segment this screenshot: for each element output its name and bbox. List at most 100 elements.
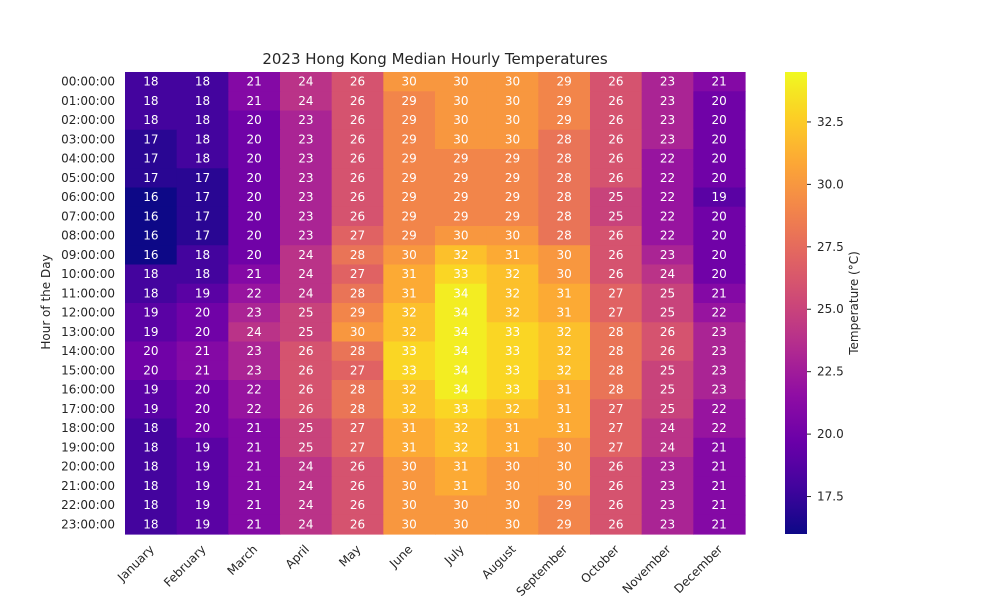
cell-value-label: 29 [402,190,417,204]
heatmap-cell [641,187,694,208]
cell-value-label: 20 [143,363,158,377]
cell-value-label: 28 [557,190,572,204]
cell-value-label: 30 [557,440,572,454]
heatmap-cell [486,283,539,304]
heatmap-cell [486,226,539,246]
heatmap-cell [125,476,178,497]
cell-value-label: 19 [195,286,210,300]
cell-value-label: 29 [402,229,417,243]
cell-value-label: 26 [350,132,365,146]
heatmap-cell [228,341,281,362]
cell-value-label: 22 [247,402,262,416]
heatmap-cell [538,322,591,343]
heatmap-cell [538,129,591,150]
heatmap-cell [590,303,643,323]
cell-value-label: 23 [660,113,675,127]
heatmap-cell [383,476,436,497]
y-tick-label: 07:00:00 [61,209,115,223]
heatmap-cell [228,149,281,169]
cell-value-label: 30 [453,229,468,243]
heatmap-cell [435,303,488,323]
cell-value-label: 32 [402,306,417,320]
cell-value-label: 30 [402,479,417,493]
heatmap-cell [435,341,488,362]
cell-value-label: 28 [608,325,623,339]
cell-value-label: 23 [712,344,727,358]
cell-value-label: 21 [247,75,262,89]
cell-value-label: 29 [505,190,520,204]
heatmap-cell [693,514,746,535]
heatmap-cell [693,303,746,323]
cell-value-label: 18 [143,517,158,531]
heatmap-cell-labels: 18 18 21 24 26 30 30 30 29 26 23 21 18 18 21 24 26 29 30 30… [143,75,727,532]
heatmap-cell [176,303,229,323]
cell-value-label: 31 [402,421,417,435]
heatmap-cell [590,514,643,535]
cell-value-label: 29 [350,306,365,320]
heatmap-cell [331,149,384,169]
heatmap-cell [590,457,643,477]
heatmap-cell [176,110,229,131]
cell-value-label: 17 [195,209,210,223]
cell-value-label: 26 [350,113,365,127]
cell-value-label: 20 [712,132,727,146]
heatmap-cell [590,341,643,362]
y-tick-labels: 00:00:00 01:00:00 02:00:00 03:00:00 04:00:00… [61,75,115,532]
cell-value-label: 30 [453,113,468,127]
heatmap-cell [228,457,281,477]
heatmap-cell [435,187,488,208]
cell-value-label: 26 [608,267,623,281]
heatmap-cell [280,380,333,400]
heatmap-cell [435,360,488,381]
heatmap-cell [641,514,694,535]
y-tick-label: 10:00:00 [61,267,115,281]
heatmap-cell [435,283,488,304]
cell-value-label: 17 [195,229,210,243]
cell-value-label: 22 [660,209,675,223]
cell-value-label: 19 [712,190,727,204]
cell-value-label: 16 [143,209,158,223]
cell-value-label: 18 [143,498,158,512]
heatmap-cell [538,514,591,535]
heatmap-cell [590,245,643,266]
cell-value-label: 28 [350,344,365,358]
heatmap-cell [641,264,694,285]
cell-value-label: 21 [712,75,727,89]
heatmap-cell [538,360,591,381]
cell-value-label: 29 [505,152,520,166]
cell-value-label: 29 [453,209,468,223]
cell-value-label: 31 [557,306,572,320]
cell-value-label: 24 [298,498,313,512]
heatmap-cell [693,149,746,169]
heatmap-cell [641,418,694,439]
cell-value-label: 23 [660,248,675,262]
cell-value-label: 30 [402,248,417,262]
cell-value-label: 32 [505,267,520,281]
cell-value-label: 29 [557,498,572,512]
heatmap-cell [176,457,229,477]
heatmap-cell [280,303,333,323]
heatmap-cell [125,264,178,285]
heatmap-cell [125,303,178,323]
heatmap-cell [331,303,384,323]
heatmap-cell [590,206,643,227]
cell-value-label: 30 [453,498,468,512]
heatmap-cell [435,206,488,227]
cell-value-label: 26 [608,152,623,166]
chart-title: 2023 Hong Kong Median Hourly Temperature… [262,50,608,68]
heatmap-cell [590,187,643,208]
heatmap-cell [641,168,694,189]
heatmap-cell [590,322,643,343]
y-tick-label: 05:00:00 [61,171,115,185]
heatmap-cell [693,187,746,208]
heatmap-cell [590,476,643,497]
cell-value-label: 21 [247,460,262,474]
cell-value-label: 26 [608,113,623,127]
x-tick-label: August [479,542,519,582]
cell-value-label: 24 [298,479,313,493]
heatmap-cell [693,476,746,497]
cell-value-label: 30 [505,498,520,512]
cell-value-label: 20 [712,113,727,127]
cell-value-label: 27 [608,440,623,454]
heatmap-cell [383,110,436,131]
